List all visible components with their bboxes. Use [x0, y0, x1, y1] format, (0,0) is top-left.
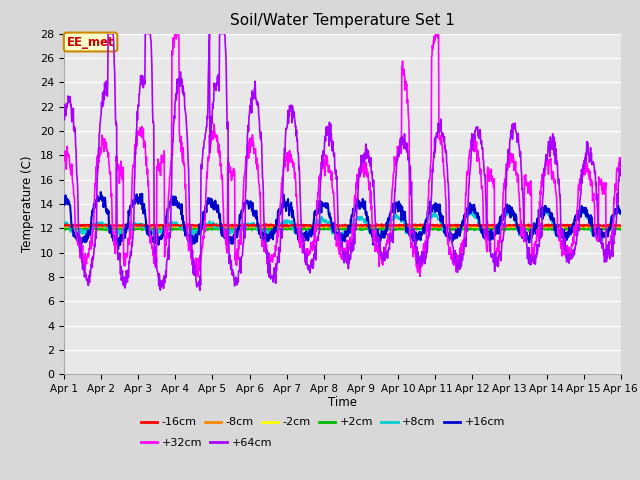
Y-axis label: Temperature (C): Temperature (C): [22, 156, 35, 252]
Title: Soil/Water Temperature Set 1: Soil/Water Temperature Set 1: [230, 13, 455, 28]
Legend: +32cm, +64cm: +32cm, +64cm: [136, 433, 276, 452]
Text: EE_met: EE_met: [67, 36, 115, 48]
X-axis label: Time: Time: [328, 396, 357, 408]
